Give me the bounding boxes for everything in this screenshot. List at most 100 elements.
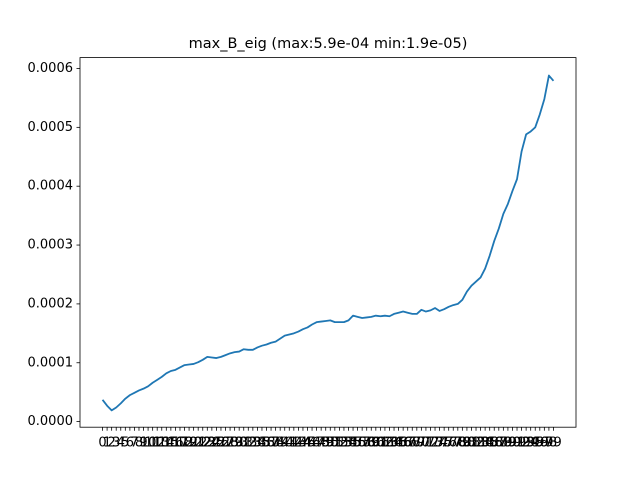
- x-tick-label: 8: [135, 436, 143, 451]
- x-tick-label: 49: [317, 436, 334, 451]
- x-tick-label: 97: [536, 436, 553, 451]
- x-tick-label: 72: [422, 436, 439, 451]
- x-tick-label: 98: [541, 436, 558, 451]
- x-tick-label: 44: [295, 436, 312, 451]
- y-tick-label: 0.0000: [28, 414, 74, 429]
- x-tick-label: 99: [545, 436, 562, 451]
- x-tick-label: 86: [486, 436, 503, 451]
- x-tick-label: 77: [445, 436, 462, 451]
- x-tick-label: 42: [286, 436, 303, 451]
- x-tick-label: 14: [158, 436, 175, 451]
- x-tick-label: 21: [190, 436, 207, 451]
- x-tick-label: 59: [363, 436, 380, 451]
- x-tick-label: 64: [386, 436, 403, 451]
- line-series: [101, 74, 555, 412]
- x-tick-label: 78: [450, 436, 467, 451]
- x-tick-label: 75: [436, 436, 453, 451]
- x-tick-label: 3: [112, 436, 120, 451]
- x-tick-label: 56: [349, 436, 366, 451]
- x-tick-label: 12: [149, 436, 166, 451]
- x-tick-label: 31: [235, 436, 252, 451]
- x-tick-label: 15: [163, 436, 180, 451]
- x-tick-label: 60: [368, 436, 385, 451]
- x-tick-label: 94: [522, 436, 539, 451]
- x-tick-label: 4: [117, 436, 125, 451]
- x-tick-label: 65: [390, 436, 407, 451]
- x-tick-label: 96: [532, 436, 549, 451]
- x-tick-label: 89: [500, 436, 517, 451]
- x-tick-label: 67: [399, 436, 416, 451]
- x-tick-label: 55: [345, 436, 362, 451]
- x-tick-label: 35: [254, 436, 271, 451]
- x-tick-label: 70: [413, 436, 430, 451]
- x-tick-label: 52: [331, 436, 348, 451]
- x-tick-label: 47: [308, 436, 325, 451]
- x-tick-label: 90: [504, 436, 521, 451]
- x-tick-label: 62: [377, 436, 394, 451]
- x-tick-label: 80: [459, 436, 476, 451]
- x-tick-label: 53: [336, 436, 353, 451]
- x-tick-label: 74: [431, 436, 448, 451]
- x-tick-label: 51: [327, 436, 344, 451]
- y-tick-label: 0.0001: [28, 355, 74, 370]
- x-tick-label: 39: [272, 436, 289, 451]
- x-tick-label: 92: [513, 436, 530, 451]
- x-tick-label: 7: [130, 436, 138, 451]
- x-tick-label: 95: [527, 436, 544, 451]
- x-tick-label: 18: [176, 436, 193, 451]
- chart-title: max_B_eig (max:5.9e-04 min:1.9e-05): [189, 36, 468, 52]
- y-tick-label: 0.0006: [28, 61, 74, 76]
- x-tick-label: 43: [290, 436, 307, 451]
- x-tick-label: 28: [222, 436, 239, 451]
- x-tick-label: 83: [472, 436, 489, 451]
- x-tick-label: 2: [108, 436, 116, 451]
- x-tick-label: 63: [381, 436, 398, 451]
- x-tick-label: 87: [491, 436, 508, 451]
- y-tick-label: 0.0005: [28, 120, 74, 135]
- x-tick-label: 25: [208, 436, 225, 451]
- x-tick-label: 13: [153, 436, 170, 451]
- x-tick-label: 32: [240, 436, 257, 451]
- x-tick-label: 50: [322, 436, 339, 451]
- x-tick-label: 45: [299, 436, 316, 451]
- x-tick-label: 57: [354, 436, 371, 451]
- x-tick-label: 69: [409, 436, 426, 451]
- x-tick-label: 23: [199, 436, 216, 451]
- x-tick-label: 19: [181, 436, 198, 451]
- x-tick-label: 81: [463, 436, 480, 451]
- x-tick-label: 58: [358, 436, 375, 451]
- x-tick-label: 36: [258, 436, 275, 451]
- x-tick-label: 84: [477, 436, 494, 451]
- x-tick-label: 41: [281, 436, 298, 451]
- x-tick-label: 82: [468, 436, 485, 451]
- x-tick-label: 93: [518, 436, 535, 451]
- x-tick-label: 34: [249, 436, 266, 451]
- x-tick-label: 71: [418, 436, 435, 451]
- axes-frame: [79, 57, 577, 428]
- x-tick-label: 37: [263, 436, 280, 451]
- x-tick-label: 22: [194, 436, 211, 451]
- x-tick-label: 46: [304, 436, 321, 451]
- x-tick-label: 61: [372, 436, 389, 451]
- x-tick-label: 5: [121, 436, 129, 451]
- x-tick-label: 48: [313, 436, 330, 451]
- x-tick-label: 66: [395, 436, 412, 451]
- x-tick-label: 24: [204, 436, 221, 451]
- x-tick-label: 88: [495, 436, 512, 451]
- x-tick-label: 29: [226, 436, 243, 451]
- x-tick-label: 11: [144, 436, 161, 451]
- x-tick-label: 91: [509, 436, 526, 451]
- x-tick-label: 10: [140, 436, 157, 451]
- x-tick-label: 33: [245, 436, 262, 451]
- x-tick-label: 0: [98, 436, 106, 451]
- x-tick-label: 68: [404, 436, 421, 451]
- y-tick-label: 0.0003: [28, 238, 74, 253]
- x-tick-label: 40: [276, 436, 293, 451]
- x-tick-label: 27: [217, 436, 234, 451]
- x-tick-label: 38: [267, 436, 284, 451]
- x-tick-label: 79: [454, 436, 471, 451]
- x-tick-label: 76: [440, 436, 457, 451]
- x-tick-label: 73: [427, 436, 444, 451]
